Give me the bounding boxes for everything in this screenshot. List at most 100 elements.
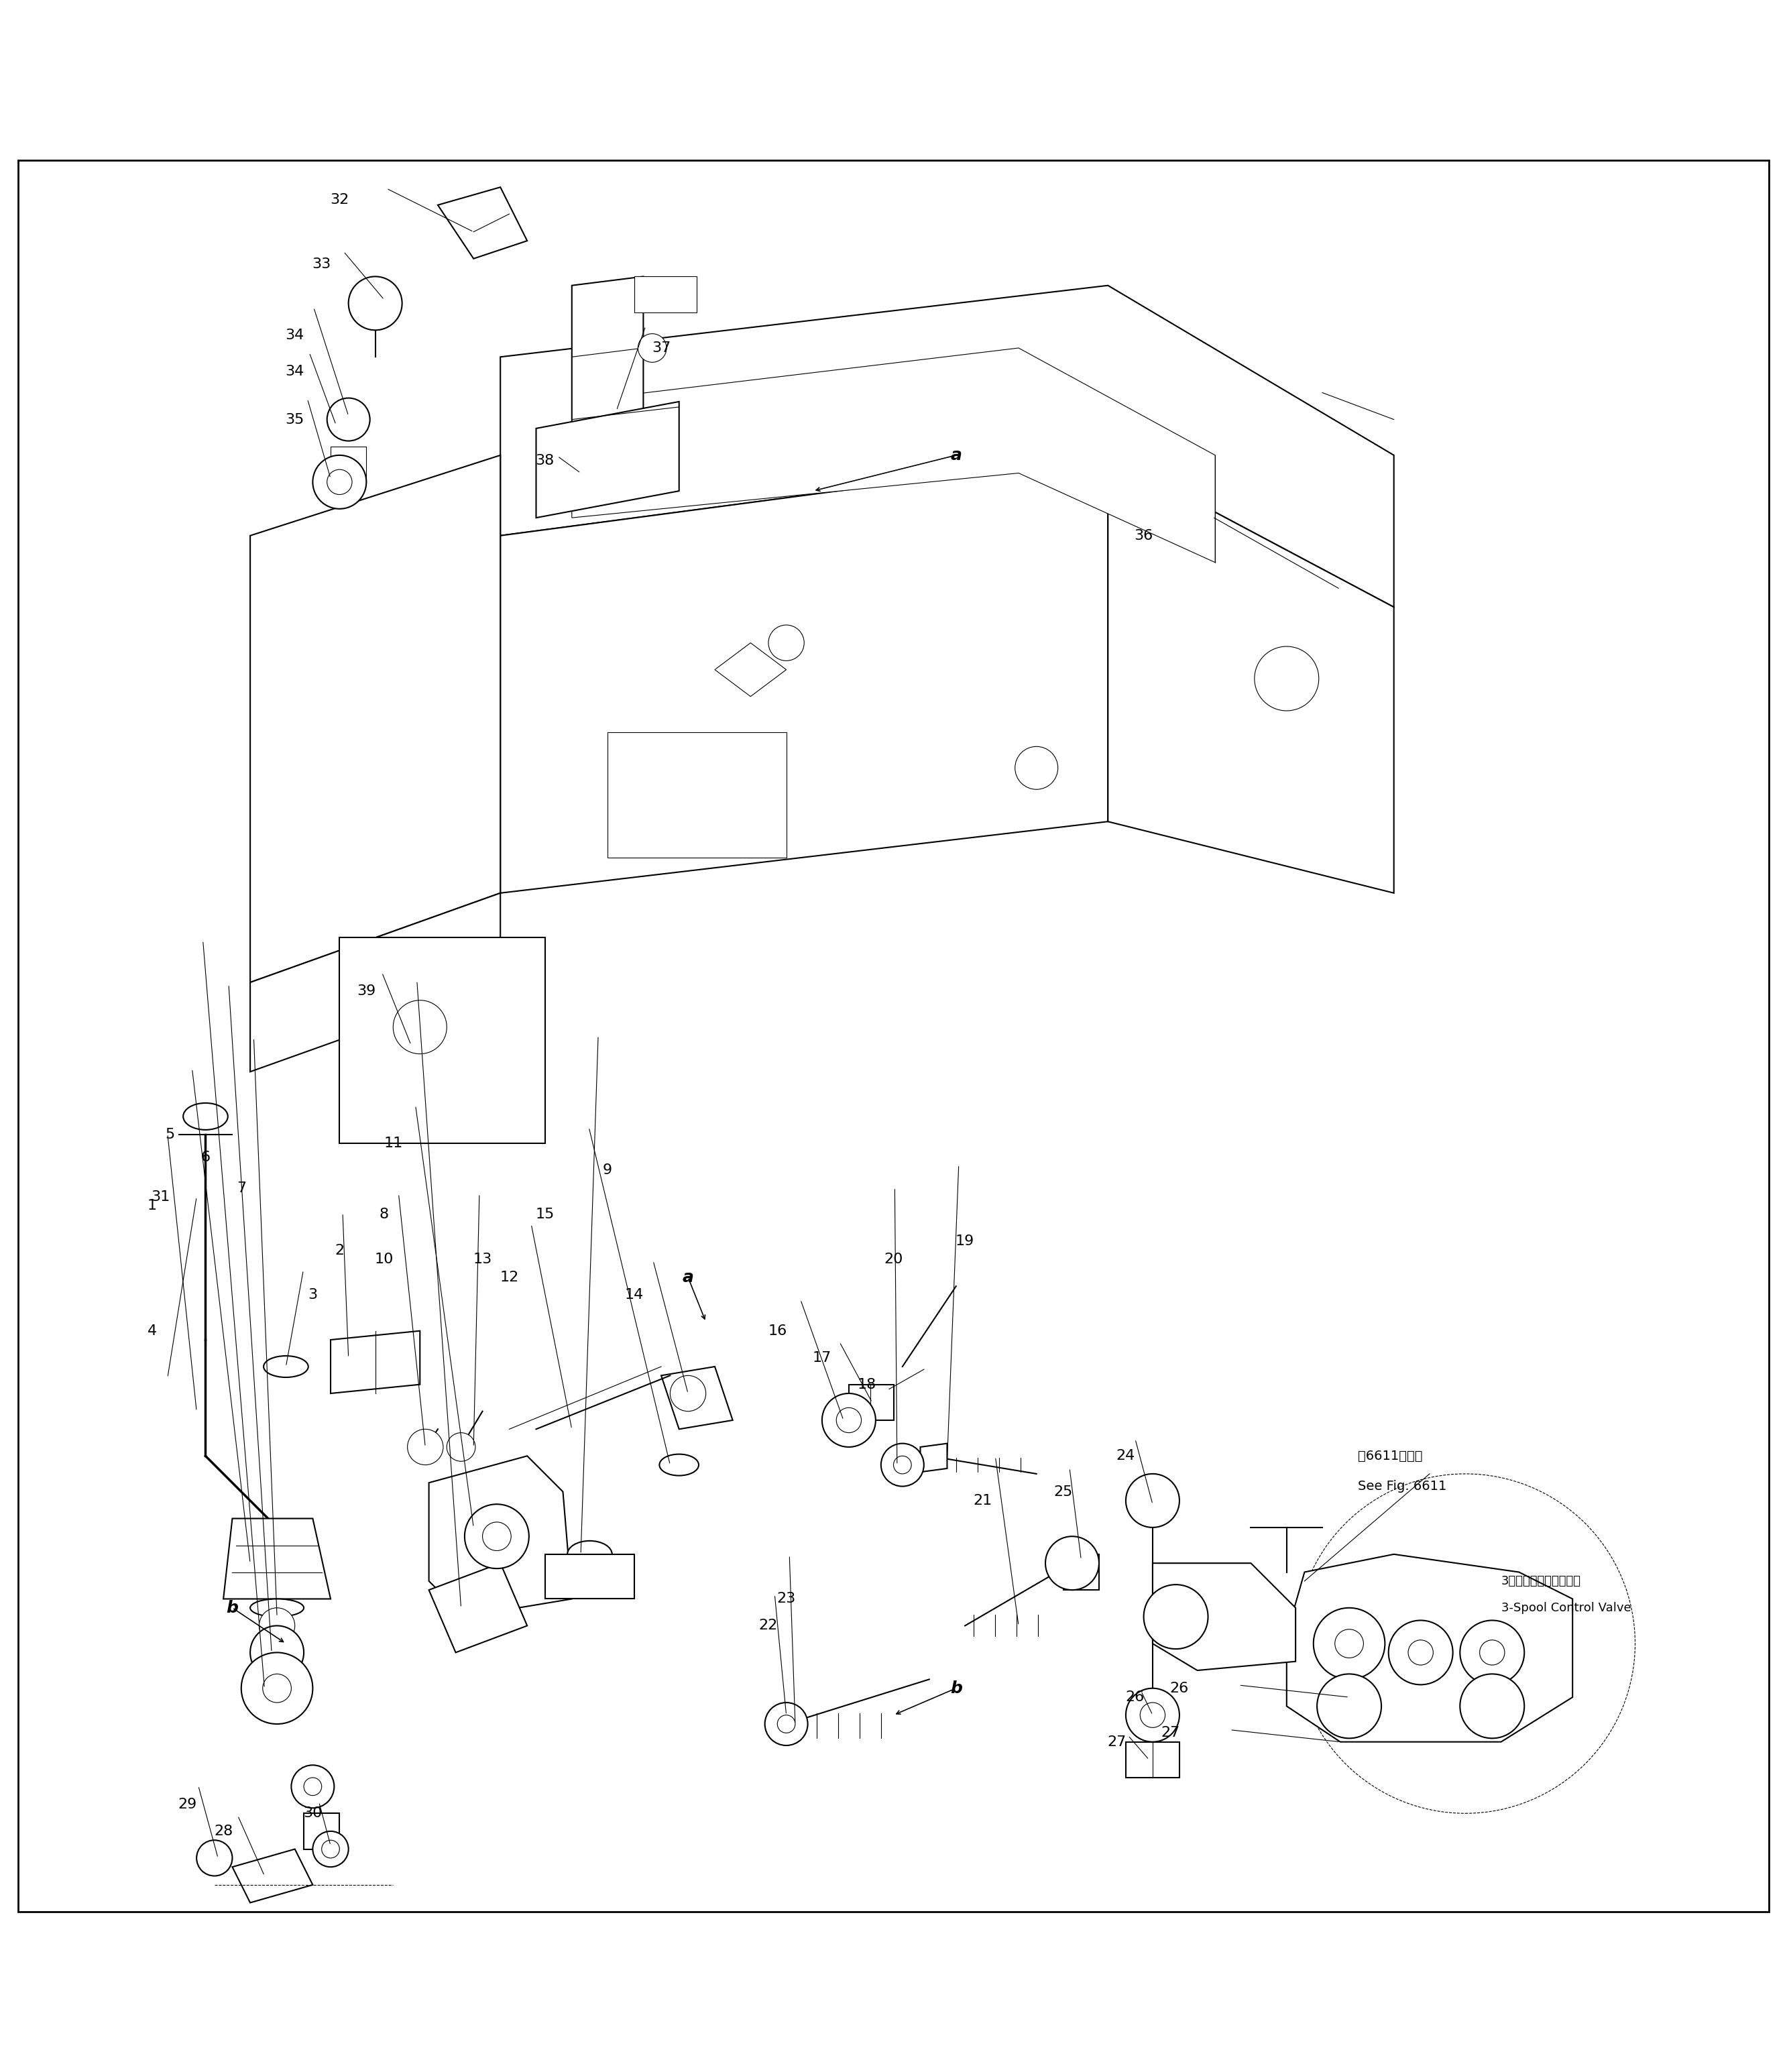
Circle shape [1140, 1703, 1165, 1728]
Text: 27: 27 [1162, 1726, 1179, 1740]
Circle shape [1015, 746, 1058, 789]
Bar [545, 1554, 634, 1600]
Polygon shape [232, 1848, 313, 1902]
Text: a: a [951, 448, 961, 464]
Text: 25: 25 [1054, 1486, 1072, 1498]
Text: 35: 35 [286, 412, 304, 427]
Text: b: b [951, 1680, 961, 1697]
Polygon shape [331, 445, 366, 483]
Circle shape [836, 1407, 861, 1432]
Text: 14: 14 [625, 1289, 643, 1301]
Polygon shape [920, 1444, 947, 1471]
Circle shape [393, 1001, 447, 1055]
Circle shape [1460, 1674, 1524, 1738]
Text: See Fig. 6611: See Fig. 6611 [1358, 1479, 1447, 1492]
Text: 8: 8 [379, 1208, 390, 1220]
Bar [608, 731, 786, 858]
Text: 21: 21 [974, 1494, 992, 1506]
Text: 38: 38 [536, 454, 554, 468]
Text: 7: 7 [236, 1181, 247, 1196]
Circle shape [348, 276, 402, 329]
Text: 32: 32 [331, 193, 348, 207]
Text: 34: 34 [286, 365, 304, 377]
Polygon shape [304, 1813, 340, 1848]
Circle shape [263, 1674, 291, 1703]
Text: 5: 5 [164, 1127, 175, 1142]
Text: 22: 22 [759, 1618, 777, 1633]
Text: 15: 15 [536, 1208, 554, 1220]
Polygon shape [572, 348, 1215, 562]
Text: 10: 10 [375, 1254, 393, 1266]
Circle shape [465, 1504, 529, 1569]
Circle shape [291, 1765, 334, 1809]
Text: 20: 20 [885, 1254, 902, 1266]
Circle shape [197, 1840, 232, 1875]
Circle shape [1335, 1629, 1363, 1658]
Circle shape [250, 1627, 304, 1678]
Circle shape [638, 334, 667, 363]
Text: 29: 29 [179, 1798, 197, 1811]
Polygon shape [715, 642, 786, 696]
Circle shape [304, 1778, 322, 1796]
Ellipse shape [659, 1455, 699, 1475]
Circle shape [1045, 1535, 1099, 1589]
Polygon shape [500, 456, 1108, 893]
Circle shape [1296, 1473, 1635, 1813]
Polygon shape [849, 1384, 893, 1419]
Polygon shape [331, 1330, 420, 1392]
Circle shape [765, 1703, 808, 1745]
Text: 19: 19 [956, 1235, 974, 1247]
Circle shape [482, 1523, 511, 1550]
Circle shape [1254, 646, 1319, 711]
Text: 31: 31 [152, 1189, 170, 1204]
Text: 13: 13 [474, 1254, 491, 1266]
Polygon shape [223, 1519, 331, 1600]
Polygon shape [429, 1562, 527, 1653]
Text: 34: 34 [286, 329, 304, 342]
Text: 23: 23 [777, 1591, 795, 1606]
Circle shape [1126, 1473, 1179, 1527]
Polygon shape [1153, 1562, 1296, 1670]
Polygon shape [1108, 456, 1394, 893]
Text: 16: 16 [768, 1324, 786, 1339]
Text: 36: 36 [1135, 528, 1153, 543]
Text: 39: 39 [357, 984, 375, 999]
Circle shape [1126, 1689, 1179, 1743]
Circle shape [407, 1430, 443, 1465]
Circle shape [1388, 1620, 1453, 1685]
Circle shape [1317, 1674, 1381, 1738]
Ellipse shape [568, 1542, 611, 1569]
Text: a: a [683, 1270, 693, 1285]
Circle shape [1460, 1620, 1524, 1685]
Circle shape [327, 398, 370, 441]
Polygon shape [572, 276, 643, 499]
Text: 26: 26 [1126, 1691, 1144, 1703]
Circle shape [1313, 1608, 1385, 1678]
Polygon shape [661, 1368, 733, 1430]
Circle shape [777, 1716, 795, 1732]
Text: 3: 3 [307, 1289, 318, 1301]
Polygon shape [429, 1457, 572, 1616]
Text: 24: 24 [1117, 1448, 1135, 1463]
Text: 1: 1 [147, 1200, 157, 1212]
Text: 2: 2 [334, 1243, 345, 1258]
Circle shape [881, 1444, 924, 1486]
Circle shape [1408, 1641, 1433, 1666]
Ellipse shape [250, 1600, 304, 1616]
Text: 33: 33 [313, 257, 331, 271]
Circle shape [822, 1392, 876, 1446]
Text: b: b [227, 1600, 238, 1616]
Circle shape [768, 626, 804, 661]
Text: 26: 26 [1170, 1682, 1188, 1695]
Text: 12: 12 [500, 1270, 518, 1285]
Polygon shape [438, 186, 527, 259]
Polygon shape [536, 402, 679, 518]
Text: 11: 11 [384, 1138, 402, 1150]
Text: 3-Spool Control Valve: 3-Spool Control Valve [1501, 1602, 1632, 1614]
Text: 9: 9 [602, 1162, 613, 1177]
Polygon shape [250, 893, 500, 1071]
Text: 37: 37 [652, 342, 670, 354]
Polygon shape [264, 1670, 300, 1705]
Text: 第6611図参照: 第6611図参照 [1358, 1450, 1422, 1463]
Polygon shape [500, 286, 1394, 607]
